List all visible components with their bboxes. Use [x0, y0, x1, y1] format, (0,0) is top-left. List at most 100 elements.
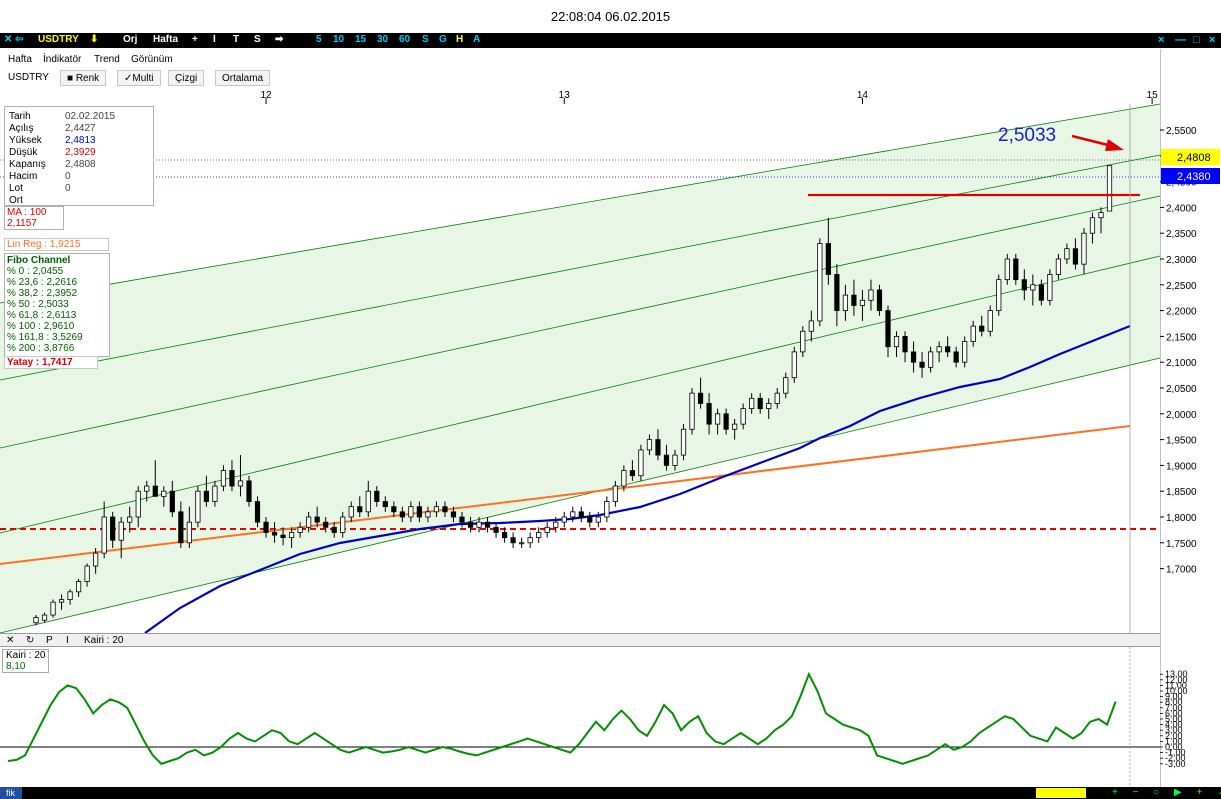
tab-ortalama[interactable]: Ortalama [215, 70, 271, 86]
candle-body [680, 428, 687, 456]
candle-body [987, 310, 993, 332]
candle-body [544, 526, 550, 533]
close-chart-icon[interactable]: ✕ ⇦ [4, 34, 24, 45]
symbol-selector[interactable]: USDTRY [38, 34, 79, 45]
candle-body [587, 516, 593, 523]
title-bar: 22:08:04 06.02.2015 [0, 0, 1221, 33]
close-price-tag: 2,4808 [1177, 152, 1211, 164]
kairi-label-value: 8,10 [6, 661, 26, 672]
price-tick-label: 2,3000 [1166, 255, 1197, 266]
info-value: 2,3929 [65, 147, 96, 158]
p-button[interactable]: P [46, 635, 53, 646]
arrow-right-icon[interactable]: ➡ [275, 34, 284, 45]
status-controls[interactable]: + − ○ ▶ + ← + [1112, 787, 1221, 798]
candle-body [169, 490, 175, 513]
candle-body [323, 521, 329, 528]
kairi-tick-label: -3,00 [1165, 759, 1186, 769]
close-indicator-icon[interactable]: ✕ [6, 635, 15, 646]
candle-body [536, 532, 542, 539]
menu-trend[interactable]: Trend [94, 54, 120, 65]
fibo-level: % 50 : 2,5033 [7, 299, 69, 310]
price-tick-label: 2,3500 [1166, 229, 1197, 240]
candle-body [859, 299, 866, 306]
kairi-label: Kairi : 20 8,10 [2, 649, 50, 673]
candle-body [425, 511, 431, 518]
price-tick-label: 2,0500 [1166, 384, 1197, 395]
close-window-icon[interactable]: × [1158, 34, 1165, 46]
status-indicator [1036, 788, 1086, 798]
status-bar: fik + − ○ ▶ + ← + [0, 787, 1221, 799]
kairi-tick-label: 10,00 [1165, 686, 1188, 696]
period-5-button[interactable]: 5 [316, 34, 322, 45]
tab-multi[interactable]: ✓Multi [117, 70, 161, 86]
kairi-tick-label: 11,00 [1165, 680, 1187, 690]
kairi-tick-label: 2,00 [1165, 731, 1183, 741]
info-key: Yüksek [9, 135, 42, 146]
period-hafta-button[interactable]: Hafta [153, 34, 179, 45]
candle-body [1081, 232, 1087, 265]
add-button[interactable]: + [192, 34, 198, 45]
candle-body [340, 516, 346, 533]
s-button[interactable]: S [254, 34, 261, 45]
menu-gorunum[interactable]: Görünüm [131, 54, 173, 65]
fibo-level: % 161,8 : 3,5269 [7, 332, 83, 343]
kairi-label-name: Kairi : 20 [6, 650, 46, 661]
period-s-button[interactable]: S [422, 34, 429, 45]
maximize-window-icon[interactable]: □ [1193, 34, 1200, 46]
info-key: Tarih [9, 111, 31, 122]
fibo-title: Fibo Channel [7, 255, 71, 266]
candle-body [629, 470, 636, 477]
price-tick-label: 2,4000 [1166, 203, 1197, 214]
kairi-tick-label: 5,00 [1165, 714, 1183, 724]
ma-price-tag: 2,4380 [1177, 171, 1211, 183]
tab-symbol[interactable]: USDTRY [2, 70, 55, 86]
orj-button[interactable]: Orj [123, 34, 138, 45]
info-key: Kapanış [9, 159, 46, 170]
candle-body [791, 351, 797, 379]
candle-body [663, 454, 670, 466]
menu-hafta[interactable]: Hafta [8, 54, 32, 65]
candle-body [84, 565, 90, 582]
info-value: 2,4813 [65, 135, 96, 146]
i-button[interactable]: I [213, 34, 216, 45]
price-tick-label: 2,1000 [1166, 358, 1197, 369]
refresh-icon[interactable]: ↻ [26, 635, 35, 646]
candle-body [118, 521, 124, 541]
candle-body [1072, 248, 1079, 265]
tab-renk[interactable]: ■ Renk [60, 70, 107, 86]
candle-body [715, 413, 721, 425]
period-h-button[interactable]: H [456, 34, 464, 45]
candle-body [195, 490, 201, 523]
period-a-button[interactable]: A [473, 34, 481, 45]
fibo-channel-line [0, 154, 1161, 381]
price-chart[interactable]: 2,5033121314152,55002,50002,45002,40002,… [0, 88, 1221, 633]
arrow-down-icon[interactable]: ⬇ [90, 34, 99, 45]
tab-cizgi[interactable]: Çizgi [168, 70, 205, 86]
close-icon[interactable]: × [1209, 34, 1216, 46]
info-value: 0 [65, 183, 71, 194]
period-g-button[interactable]: G [439, 34, 447, 45]
kairi-tick-label: 3,00 [1165, 725, 1183, 735]
candle-body [757, 397, 763, 410]
i-indicator-button[interactable]: I [66, 635, 69, 646]
period-60-button[interactable]: 60 [399, 34, 411, 45]
candle-body [93, 552, 99, 567]
candle-body [58, 599, 65, 603]
period-30-button[interactable]: 30 [377, 34, 389, 45]
yatay-box: Yatay : 1,7417 [4, 356, 98, 369]
candle-body [416, 506, 423, 518]
period-10-button[interactable]: 10 [333, 34, 345, 45]
kairi-line [7, 671, 1117, 765]
kairi-indicator-chart[interactable]: 13,0012,0011,0010,009,008,007,006,005,00… [0, 647, 1221, 787]
t-button[interactable]: T [233, 34, 240, 45]
kairi-tick-label: 7,00 [1165, 703, 1183, 713]
candle-body [50, 601, 56, 616]
candle-body [706, 403, 712, 425]
menu-indikator[interactable]: İndikatör [43, 54, 82, 65]
fibo-channel-fill [0, 104, 1160, 633]
candle-body [203, 490, 209, 502]
candle-body [357, 506, 363, 513]
period-15-button[interactable]: 15 [355, 34, 367, 45]
minimize-window-icon[interactable]: — [1175, 34, 1186, 46]
candle-body [1013, 258, 1019, 281]
